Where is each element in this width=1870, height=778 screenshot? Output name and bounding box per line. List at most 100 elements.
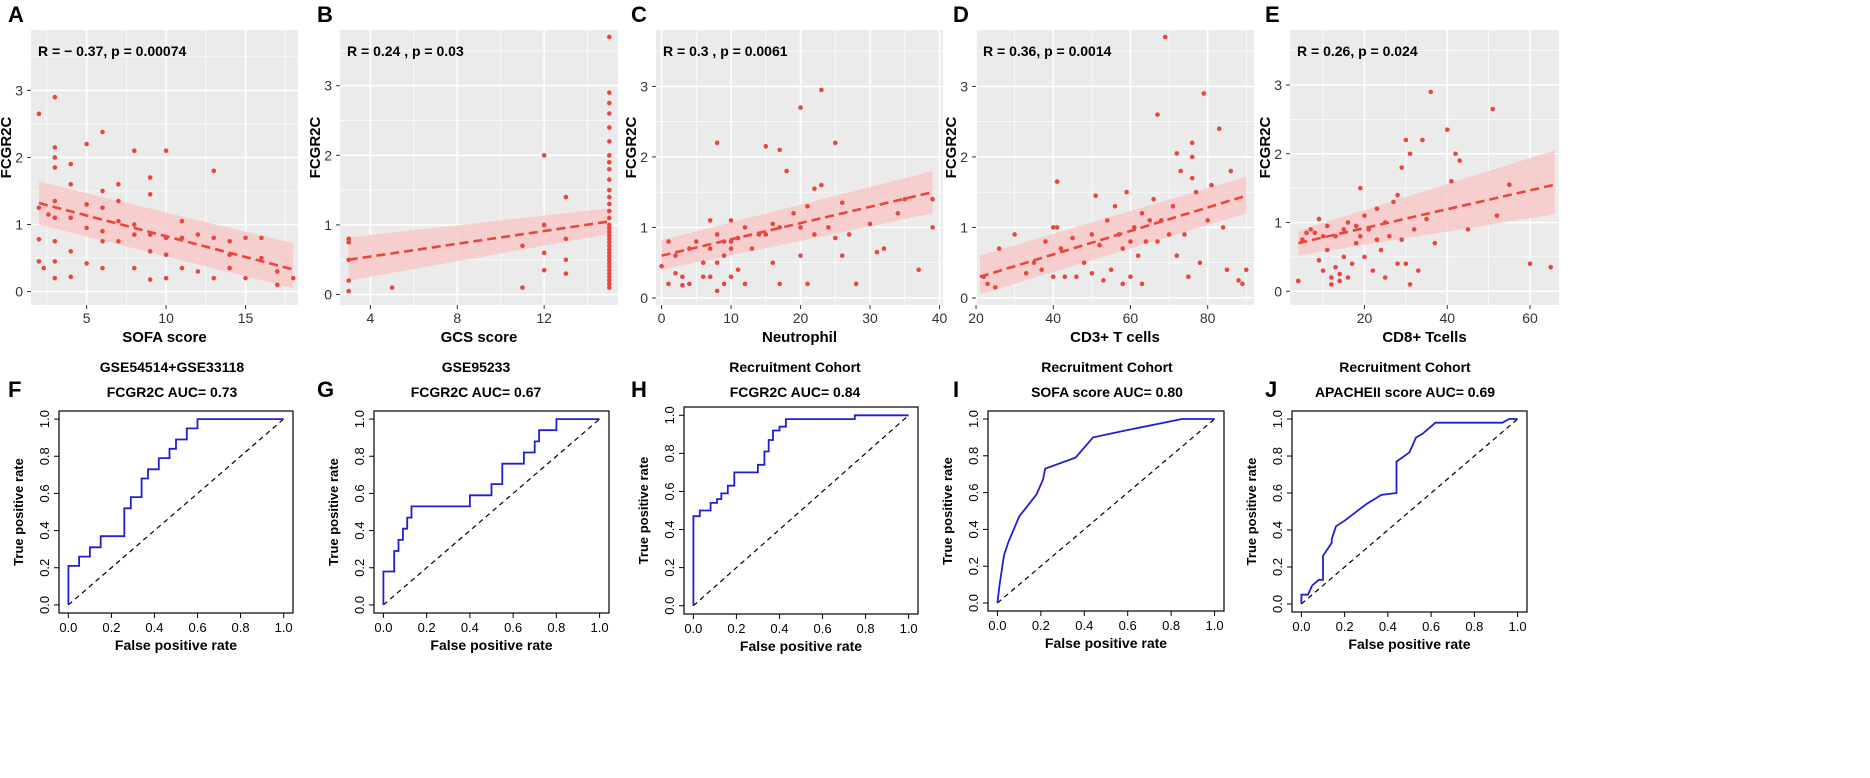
data-point xyxy=(700,274,706,280)
plot-frame xyxy=(58,410,294,614)
data-point xyxy=(520,285,525,290)
roc-title: GSE95233 xyxy=(442,359,511,375)
data-point xyxy=(666,281,671,287)
data-point xyxy=(132,222,137,227)
data-point xyxy=(116,198,121,204)
data-point xyxy=(100,238,105,244)
data-point xyxy=(1391,199,1396,205)
y-tick-label: 0.0 xyxy=(1270,595,1285,613)
x-tick-label: 40 xyxy=(1439,310,1455,326)
data-point xyxy=(607,281,612,287)
roc-title: GSE54514+GSE33118 xyxy=(100,359,245,375)
data-point xyxy=(673,270,678,276)
x-axis-label: False positive rate xyxy=(115,637,237,653)
y-axis-label: FCGR2C xyxy=(0,116,15,178)
data-point xyxy=(1139,281,1145,287)
data-point xyxy=(116,218,121,224)
data-point xyxy=(798,253,803,258)
data-point xyxy=(853,281,859,287)
data-point xyxy=(1527,261,1533,267)
y-tick-label: 1.0 xyxy=(37,410,52,428)
y-tick-label: 0.8 xyxy=(37,447,52,465)
diagonal-reference-line xyxy=(692,414,910,607)
y-tick-label: 3 xyxy=(1274,77,1282,93)
data-point xyxy=(84,225,89,231)
x-axis-label: False positive rate xyxy=(740,638,862,654)
data-point xyxy=(1415,268,1421,273)
y-axis-label: True positive rate xyxy=(636,457,651,565)
data-point xyxy=(812,186,817,191)
data-point xyxy=(1362,254,1367,260)
y-tick-label: 0.6 xyxy=(37,484,52,502)
y-tick-label: 0.8 xyxy=(966,447,981,465)
panel-J: J Recruitment Cohort APACHEII score AUC= 0… xyxy=(1244,359,1528,652)
data-point xyxy=(607,233,612,238)
data-point xyxy=(1320,268,1326,273)
data-point xyxy=(1197,260,1203,265)
data-point xyxy=(346,240,351,245)
data-point xyxy=(607,201,612,207)
data-point xyxy=(227,238,232,244)
data-point xyxy=(36,236,42,242)
data-point xyxy=(607,247,612,252)
data-point xyxy=(1093,193,1098,199)
data-point xyxy=(541,250,547,256)
data-point xyxy=(1128,274,1133,280)
data-point xyxy=(1345,220,1351,225)
data-point xyxy=(784,168,789,174)
y-tick-label: 1 xyxy=(640,219,648,235)
x-axis-label: False positive rate xyxy=(430,637,552,653)
data-point xyxy=(163,252,169,257)
data-point xyxy=(1166,232,1172,237)
y-axis-label: True positive rate xyxy=(1244,458,1259,566)
x-tick-label: 0.8 xyxy=(857,621,875,636)
roc-curve xyxy=(1300,418,1518,604)
data-point xyxy=(749,246,755,251)
data-point xyxy=(607,271,612,276)
y-tick-label: 0.2 xyxy=(37,559,52,577)
x-tick-label: 0.0 xyxy=(988,618,1006,633)
data-point xyxy=(1189,154,1195,160)
data-point xyxy=(728,246,734,251)
data-point xyxy=(52,275,58,281)
data-point xyxy=(1062,274,1068,280)
data-point xyxy=(607,111,612,116)
data-point xyxy=(132,148,137,154)
panel-label: F xyxy=(8,377,21,402)
x-tick-label: 20 xyxy=(1357,310,1373,326)
data-point xyxy=(1089,232,1095,237)
data-point xyxy=(832,140,838,146)
data-point xyxy=(147,192,153,197)
data-point xyxy=(68,215,74,221)
roc-auc-label: APACHEII score AUC= 0.69 xyxy=(1315,384,1495,400)
data-point xyxy=(1494,213,1500,218)
panel-D: D R = 0.36, p = 0.0014 20 40 60 80 0 1 2 3 CD3+ T … xyxy=(943,2,1254,346)
data-point xyxy=(68,181,74,187)
panel-label: A xyxy=(8,2,24,27)
x-tick-label: 0.0 xyxy=(684,621,702,636)
data-point xyxy=(798,225,803,230)
data-point xyxy=(742,281,748,287)
data-point xyxy=(1236,278,1241,283)
data-point xyxy=(84,141,89,147)
panel-I: I Recruitment Cohort SOFA score AUC= 0.80 0… xyxy=(940,359,1225,651)
data-point xyxy=(607,229,612,235)
data-point xyxy=(1370,268,1376,273)
data-point xyxy=(607,34,612,40)
data-point xyxy=(1039,267,1044,273)
data-point xyxy=(1243,267,1249,273)
x-tick-label: 0.8 xyxy=(1465,619,1483,634)
x-tick-label: 0.4 xyxy=(461,620,479,635)
data-point xyxy=(607,187,612,193)
data-point xyxy=(1333,264,1338,270)
roc-curve xyxy=(67,418,284,605)
data-point xyxy=(700,260,706,265)
data-point xyxy=(1420,137,1425,143)
y-tick-label: 0.2 xyxy=(966,557,981,575)
x-tick-label: 40 xyxy=(932,310,948,326)
y-tick-label: 0.6 xyxy=(966,484,981,502)
data-point xyxy=(147,249,153,254)
data-point xyxy=(607,222,612,228)
